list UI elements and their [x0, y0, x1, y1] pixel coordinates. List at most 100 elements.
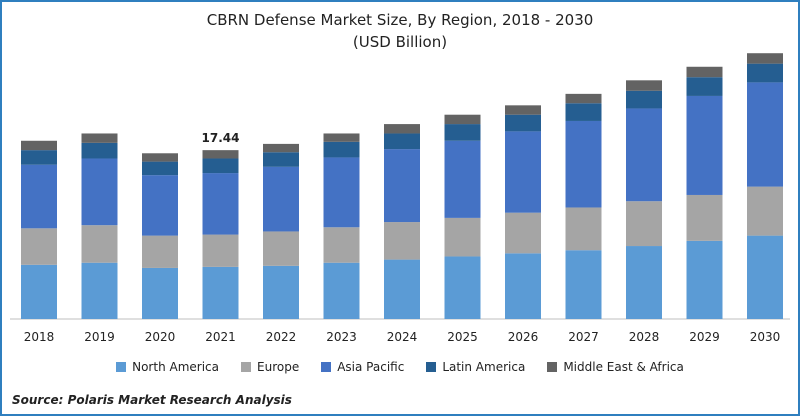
bar-chart-plot: 2018 2019 2020 2021 17.44 2022 2023 2024 2025 202…: [10, 53, 790, 344]
chart-legend: North America Europe Asia Pacific Latin Ame…: [2, 360, 798, 374]
legend-item-middle-east-africa: Middle East & Africa: [547, 360, 684, 374]
legend-swatch: [426, 362, 437, 372]
bar-segment-2022-europe: [263, 231, 299, 266]
bar-segment-2024-asia-pacific: [384, 149, 420, 223]
bar-segment-2021-latin-america: [202, 158, 239, 174]
source-note: Source: Polaris Market Research Analysis: [12, 393, 292, 407]
bar-segment-2030-middle-east-africa: [747, 53, 783, 64]
bar-segment-2022-asia-pacific: [263, 166, 299, 232]
x-tick-label-2019: 2019: [84, 330, 115, 344]
bar-segment-2018-north-america: [21, 264, 57, 319]
chart-subtitle: (USD Billion): [352, 33, 448, 51]
bar-segment-2020-latin-america: [142, 161, 178, 176]
bar-segment-2021-north-america: [202, 266, 239, 319]
bar-segment-2024-middle-east-africa: [384, 124, 420, 134]
legend-label: Latin America: [442, 360, 526, 374]
legend-swatch: [241, 362, 251, 372]
bar-segment-2029-north-america: [686, 240, 723, 319]
legend-label: Europe: [257, 360, 300, 374]
legend-swatch: [321, 362, 332, 372]
legend-item-north-america: North America: [116, 360, 219, 374]
x-tick-label-2025: 2025: [447, 330, 478, 344]
bar-segment-2025-north-america: [444, 256, 481, 319]
x-tick-label-2022: 2022: [266, 330, 297, 344]
x-tick-label-2027: 2027: [568, 330, 599, 344]
bar-segment-2020-north-america: [142, 267, 178, 319]
bar-segment-2022-latin-america: [263, 152, 299, 167]
bar-segment-2029-latin-america: [686, 77, 723, 96]
legend-item-latin-america: Latin America: [426, 360, 525, 374]
bar-segment-2019-north-america: [81, 262, 118, 319]
bar-segment-2018-latin-america: [21, 150, 57, 165]
chart-title: CBRN Defense Market Size, By Region, 201…: [206, 11, 594, 29]
bar-segment-2026-north-america: [505, 253, 541, 319]
bar-segment-2029-europe: [686, 194, 723, 241]
bar-segment-2028-europe: [626, 201, 662, 247]
bar-segment-2023-middle-east-africa: [323, 133, 360, 142]
x-tick-label-2018: 2018: [24, 330, 55, 344]
bar-segment-2023-north-america: [323, 262, 360, 319]
bar-segment-2025-latin-america: [444, 124, 481, 141]
bar-segment-2030-north-america: [747, 235, 783, 319]
bar-segment-2020-europe: [142, 235, 178, 268]
bar-segment-2018-asia-pacific: [21, 164, 57, 229]
bar-segment-2020-asia-pacific: [142, 175, 178, 236]
bar-segment-2027-asia-pacific: [565, 120, 602, 208]
bar-segment-2029-middle-east-africa: [686, 66, 723, 78]
legend-swatch: [547, 362, 558, 372]
bar-segment-2028-asia-pacific: [626, 108, 662, 202]
bar-segment-2027-europe: [565, 207, 602, 251]
bar-segment-2024-latin-america: [384, 133, 420, 150]
bar-segment-2020-middle-east-africa: [142, 153, 178, 162]
bar-segment-2028-latin-america: [626, 90, 662, 109]
bar-segment-2030-europe: [747, 186, 783, 236]
bar-segment-2030-latin-america: [747, 63, 783, 83]
bar-segment-2030-asia-pacific: [747, 82, 783, 187]
bar-segment-2024-europe: [384, 222, 420, 260]
bar-segment-2018-europe: [21, 228, 57, 265]
bar-segment-2028-north-america: [626, 246, 662, 319]
bar-segment-2023-latin-america: [323, 141, 360, 158]
legend-item-europe: Europe: [241, 360, 299, 374]
bar-segment-2023-asia-pacific: [323, 157, 360, 228]
bar-segment-2021-europe: [202, 234, 239, 267]
legend-item-asia-pacific: Asia Pacific: [321, 360, 404, 374]
x-tick-label-2028: 2028: [629, 330, 660, 344]
bar-segment-2026-europe: [505, 212, 541, 254]
bar-segment-2019-middle-east-africa: [81, 133, 118, 143]
bar-segment-2025-middle-east-africa: [444, 114, 481, 125]
bar-segment-2019-latin-america: [81, 142, 118, 159]
bar-segment-2024-north-america: [384, 259, 420, 319]
bar-segment-2019-europe: [81, 225, 118, 263]
bar-segment-2019-asia-pacific: [81, 158, 118, 226]
legend-label: Middle East & Africa: [563, 360, 684, 374]
legend-label: North America: [132, 360, 219, 374]
legend-swatch: [116, 362, 127, 372]
x-tick-label-2030: 2030: [750, 330, 781, 344]
bar-segment-2018-middle-east-africa: [21, 140, 57, 151]
data-label-2021: 17.44: [202, 131, 240, 145]
x-tick-label-2023: 2023: [326, 330, 357, 344]
bar-segment-2027-middle-east-africa: [565, 93, 602, 104]
bar-segment-2021-asia-pacific: [202, 173, 239, 235]
bar-segment-2026-asia-pacific: [505, 131, 541, 213]
bar-segment-2027-latin-america: [565, 103, 602, 121]
bar-segment-2028-middle-east-africa: [626, 80, 662, 91]
bar-segment-2029-asia-pacific: [686, 95, 723, 195]
x-tick-label-2024: 2024: [387, 330, 418, 344]
bar-segment-2025-europe: [444, 217, 481, 257]
bar-segment-2022-middle-east-africa: [263, 143, 299, 153]
bar-segment-2026-latin-america: [505, 114, 541, 132]
bar-segment-2027-north-america: [565, 250, 602, 319]
bar-segment-2026-middle-east-africa: [505, 105, 541, 115]
x-tick-label-2021: 2021: [205, 330, 236, 344]
legend-label: Asia Pacific: [337, 360, 405, 374]
x-tick-label-2020: 2020: [145, 330, 176, 344]
x-tick-label-2029: 2029: [689, 330, 720, 344]
bar-segment-2023-europe: [323, 227, 360, 263]
bar-segment-2021-middle-east-africa: [202, 150, 239, 159]
x-tick-label-2026: 2026: [508, 330, 539, 344]
bar-segment-2022-north-america: [263, 265, 299, 319]
bar-segment-2025-asia-pacific: [444, 140, 481, 218]
